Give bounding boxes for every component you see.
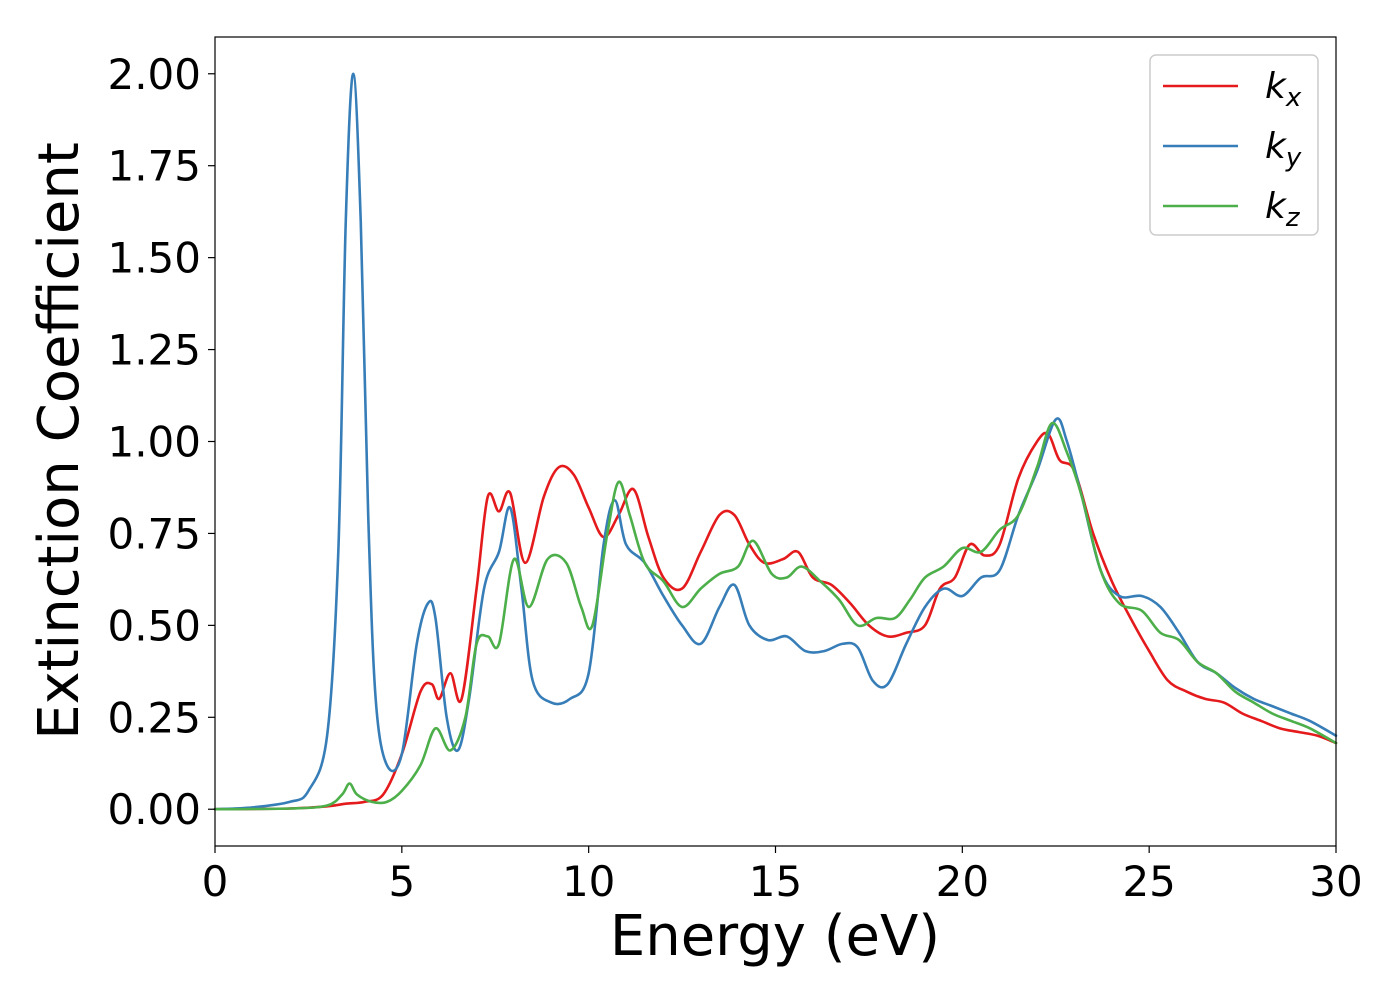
x-axis-ticks: 0 5 10 15 20 25 30 [202, 846, 1363, 906]
x-tick-label: 10 [562, 857, 615, 906]
y-tick-label: 1.75 [107, 142, 201, 191]
x-axis-label: Energy (eV) [610, 904, 940, 969]
x-tick-label: 15 [749, 857, 802, 906]
legend-label-kz: kz [1265, 186, 1301, 233]
x-tick-label: 5 [388, 857, 415, 906]
y-tick-label: 1.50 [107, 234, 201, 283]
y-tick-label: 2.00 [107, 50, 201, 99]
y-tick-label: 0.75 [107, 509, 201, 558]
series-line-kz [213, 421, 1338, 811]
y-tick-label: 1.25 [107, 326, 201, 375]
legend-label-ky: ky [1265, 126, 1302, 173]
legend: kx ky kz [1149, 54, 1319, 236]
y-axis-ticks: 0.00 0.25 0.50 0.75 1.00 1.25 1.50 1.75 2.00 [107, 50, 215, 834]
y-tick-label: 0.25 [107, 693, 201, 742]
legend-label-kx: kx [1265, 66, 1302, 113]
series-layer [213, 72, 1338, 811]
plot-background [215, 37, 1336, 846]
y-axis-label: Extinction Coefficient [27, 142, 92, 740]
x-tick-label: 30 [1309, 857, 1362, 906]
y-tick-label: 0.00 [107, 785, 201, 834]
y-tick-label: 0.50 [107, 601, 201, 650]
x-tick-label: 25 [1122, 857, 1175, 906]
series-line-kx [213, 431, 1338, 811]
y-tick-label: 1.00 [107, 418, 201, 467]
x-tick-label: 0 [202, 857, 229, 906]
x-tick-label: 20 [936, 857, 989, 906]
